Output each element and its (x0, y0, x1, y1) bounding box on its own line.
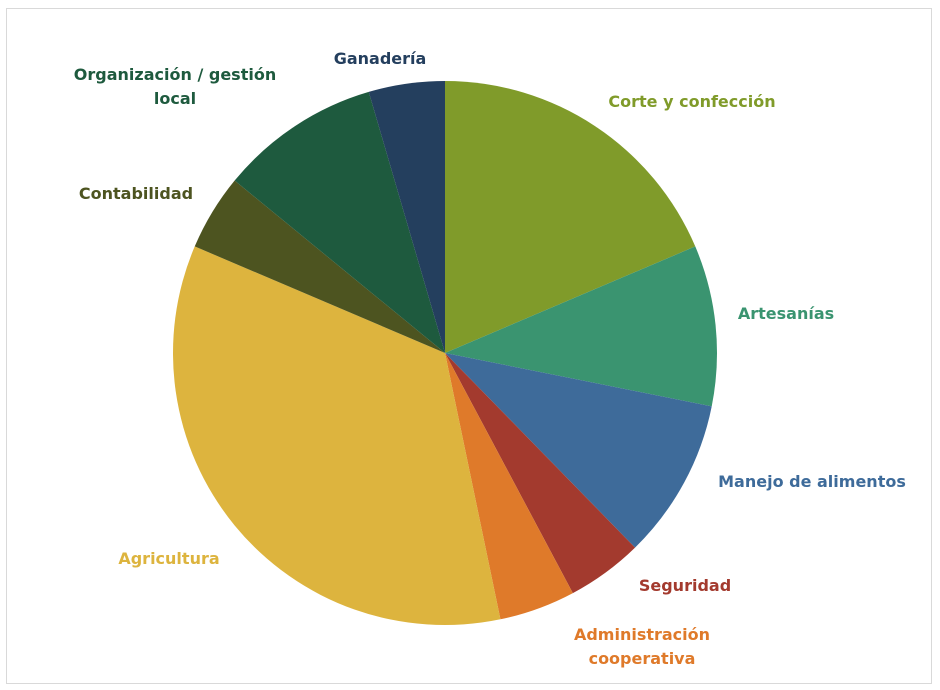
slice-label-7: Contabilidad (79, 184, 193, 203)
pie-slice-2 (445, 246, 717, 407)
slice-label-2: Artesanías (738, 304, 834, 323)
slice-label-8: Organización / gestión local (74, 65, 276, 108)
pie-slice-8 (234, 91, 445, 353)
pie-slice-4 (445, 353, 636, 594)
slice-label-5: Administración cooperativa (574, 625, 710, 668)
slice-label-3: Manejo de alimentos (718, 472, 906, 491)
pie-slice-7 (194, 180, 445, 353)
pie-slice-3 (445, 353, 712, 548)
pie-slice-5 (445, 353, 573, 620)
pie-slice-9 (368, 81, 445, 353)
pie-slice-1 (445, 81, 696, 353)
slice-label-9: Ganadería (334, 49, 427, 68)
slice-label-6: Agricultura (118, 549, 219, 568)
pie-slices (172, 81, 717, 625)
slice-label-4: Seguridad (639, 576, 731, 595)
pie-slice-6 (172, 246, 501, 625)
pie-labels: Corte y confección Artesanías Manejo de al… (74, 49, 906, 668)
slice-label-1: Corte y confección (608, 92, 775, 111)
